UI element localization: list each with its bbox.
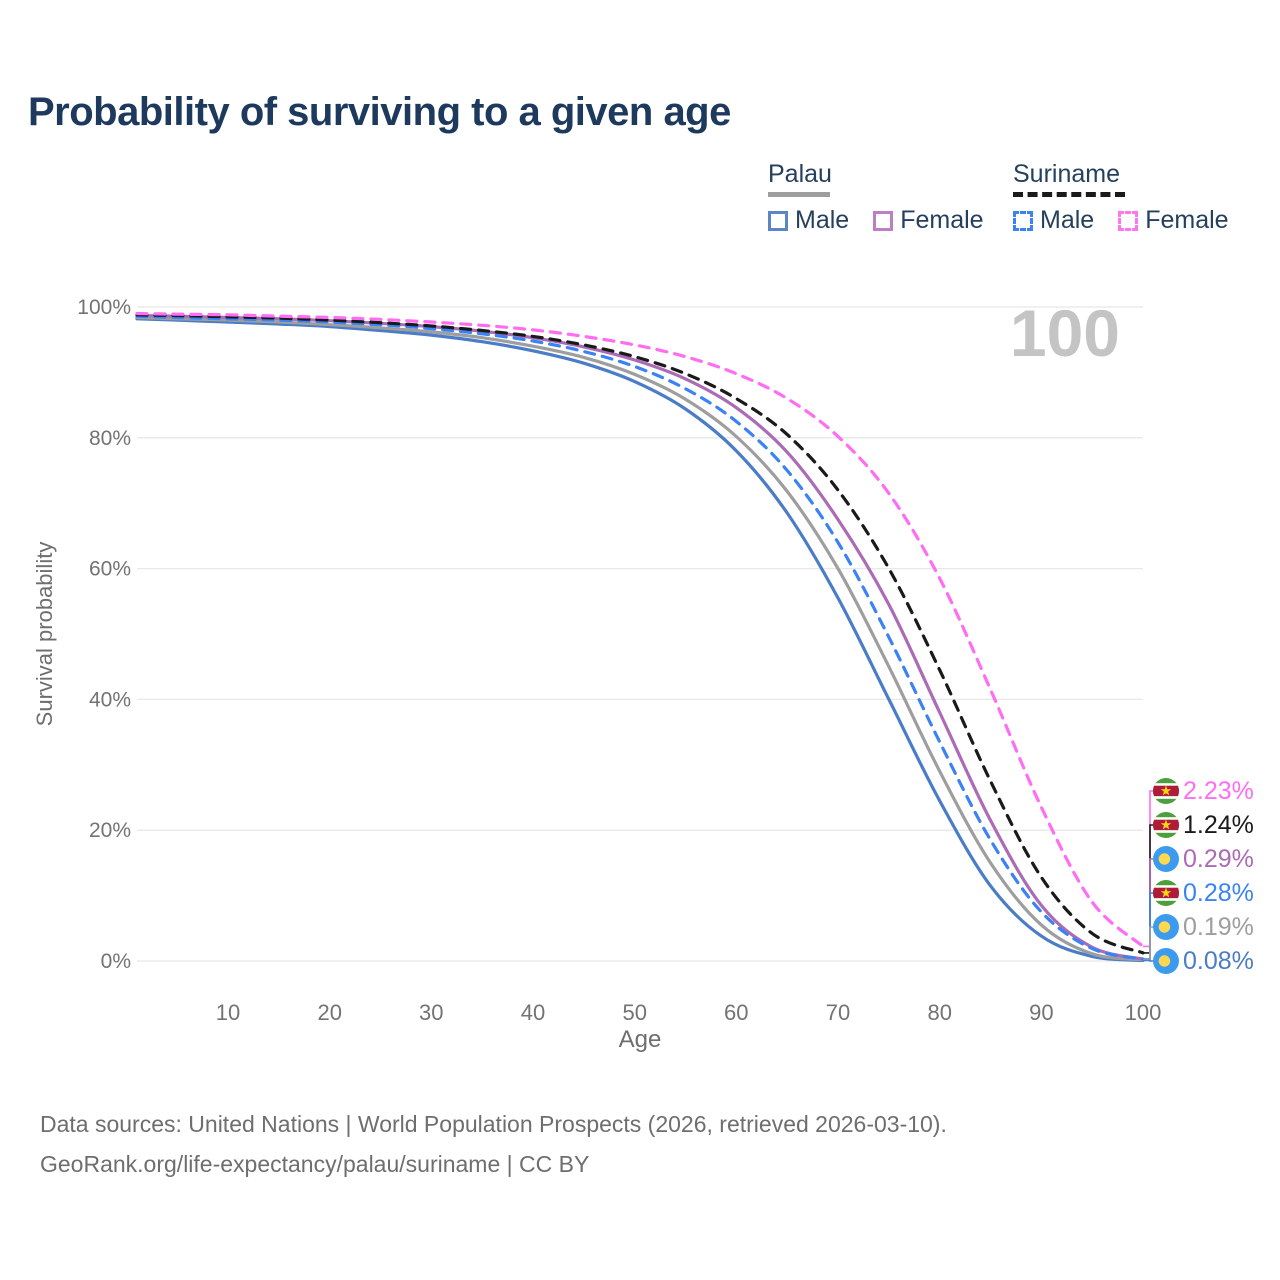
x-tick-label: 100: [1125, 1000, 1162, 1025]
series-line-suriname-female: [135, 311, 1145, 948]
x-tick-label: 50: [622, 1000, 646, 1025]
legend: Palau Male Female Suriname Male: [0, 160, 1280, 240]
x-tick-label: 90: [1029, 1000, 1053, 1025]
legend-group-title: Palau: [768, 160, 832, 188]
series-line-suriname-male: [135, 314, 1145, 961]
x-tick-label: 30: [419, 1000, 443, 1025]
x-tick-label: 20: [317, 1000, 341, 1025]
x-tick-label: 10: [216, 1000, 240, 1025]
legend-item-palau-female[interactable]: Female: [873, 206, 984, 235]
legend-underline-dashed: [1013, 192, 1125, 197]
y-axis-title: Survival probability: [32, 541, 57, 727]
series-line-suriname: [135, 313, 1145, 955]
x-tick-label: 40: [521, 1000, 545, 1025]
legend-item-palau-male[interactable]: Male: [768, 206, 849, 235]
y-tick-label: 0%: [101, 950, 131, 973]
x-tick-label: 80: [927, 1000, 951, 1025]
age-watermark: 100: [1009, 296, 1120, 370]
end-value-label: 0.19%: [1183, 913, 1254, 941]
end-label-connector: [1143, 959, 1153, 962]
legend-swatch-suriname-female: [1118, 210, 1139, 231]
legend-swatch-palau-female: [873, 210, 894, 231]
end-label-connector: [1143, 858, 1153, 960]
legend-swatch-palau-male: [768, 210, 788, 231]
end-value-label: 2.23%: [1183, 777, 1254, 805]
footer-data-sources: Data sources: United Nations | World Pop…: [40, 1111, 947, 1137]
palau-flag-icon: [1153, 948, 1179, 974]
footer-attribution: GeoRank.org/life-expectancy/palau/surina…: [40, 1151, 590, 1177]
end-label-connector: [1143, 926, 1153, 961]
legend-item-label: Male: [1040, 206, 1095, 234]
series-line-palau: [135, 315, 1145, 962]
legend-group-suriname: Suriname Male Female: [1013, 160, 1229, 235]
y-tick-label: 20%: [89, 819, 131, 842]
end-label-connector: [1143, 790, 1153, 948]
end-value-label: 0.08%: [1183, 947, 1254, 975]
chart-title: Probability of surviving to a given age: [28, 90, 731, 134]
x-tick-label: 70: [826, 1000, 850, 1025]
x-axis-title: Age: [618, 1026, 662, 1053]
legend-item-label: Male: [795, 206, 850, 234]
y-tick-label: 40%: [89, 688, 131, 711]
legend-item-suriname-female[interactable]: Female: [1118, 206, 1229, 235]
end-value-label: 0.28%: [1183, 879, 1254, 907]
suriname-flag-icon: [1153, 778, 1179, 804]
end-value-label: 0.29%: [1183, 845, 1254, 873]
y-tick-label: 100%: [77, 296, 131, 319]
legend-item-label: Female: [1145, 206, 1229, 234]
legend-group-title: Suriname: [1013, 160, 1120, 188]
end-value-label: 1.24%: [1183, 811, 1254, 839]
y-tick-label: 80%: [89, 427, 131, 450]
series-line-palau-male: [135, 317, 1145, 963]
suriname-flag-icon: [1153, 812, 1179, 838]
legend-item-label: Female: [900, 206, 984, 234]
y-tick-label: 60%: [89, 558, 131, 581]
palau-flag-icon: [1153, 846, 1179, 872]
palau-flag-icon: [1153, 914, 1179, 940]
legend-group-palau: Palau Male Female: [768, 160, 984, 235]
legend-item-suriname-male[interactable]: Male: [1013, 206, 1094, 235]
footer: Data sources: United Nations | World Pop…: [40, 1104, 947, 1184]
legend-underline-solid: [768, 192, 830, 197]
x-tick-label: 60: [724, 1000, 748, 1025]
end-label-connector: [1143, 892, 1153, 960]
end-label-connector: [1143, 824, 1153, 954]
legend-swatch-suriname-male: [1013, 210, 1033, 231]
suriname-flag-icon: [1153, 880, 1179, 906]
